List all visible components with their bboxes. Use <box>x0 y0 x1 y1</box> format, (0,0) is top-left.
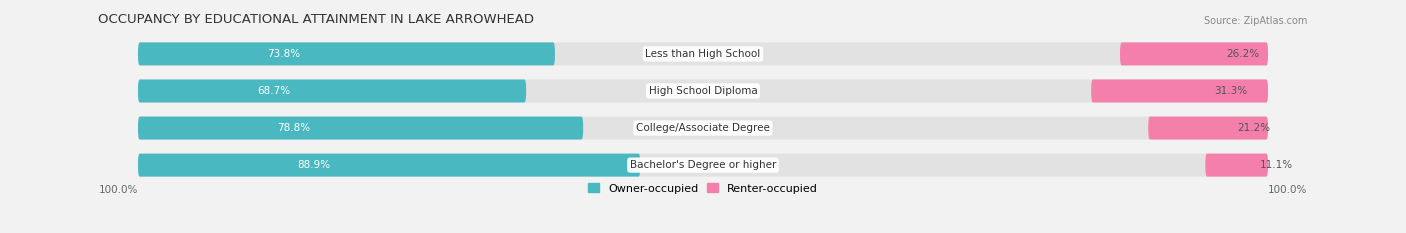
FancyBboxPatch shape <box>1149 116 1268 140</box>
Text: Less than High School: Less than High School <box>645 49 761 59</box>
Text: Source: ZipAtlas.com: Source: ZipAtlas.com <box>1204 16 1308 26</box>
Text: 73.8%: 73.8% <box>267 49 301 59</box>
Text: 11.1%: 11.1% <box>1260 160 1294 170</box>
FancyBboxPatch shape <box>1091 79 1268 103</box>
Text: 26.2%: 26.2% <box>1226 49 1258 59</box>
Text: 78.8%: 78.8% <box>277 123 311 133</box>
FancyBboxPatch shape <box>1205 154 1268 177</box>
Text: College/Associate Degree: College/Associate Degree <box>636 123 770 133</box>
Text: 100.0%: 100.0% <box>1268 185 1308 195</box>
Text: 100.0%: 100.0% <box>98 185 138 195</box>
FancyBboxPatch shape <box>138 116 1268 140</box>
FancyBboxPatch shape <box>138 154 640 177</box>
FancyBboxPatch shape <box>1121 42 1268 65</box>
FancyBboxPatch shape <box>138 42 555 65</box>
Text: OCCUPANCY BY EDUCATIONAL ATTAINMENT IN LAKE ARROWHEAD: OCCUPANCY BY EDUCATIONAL ATTAINMENT IN L… <box>98 13 534 26</box>
Legend: Owner-occupied, Renter-occupied: Owner-occupied, Renter-occupied <box>588 183 818 194</box>
Text: 21.2%: 21.2% <box>1237 123 1270 133</box>
FancyBboxPatch shape <box>138 154 1268 177</box>
Text: 31.3%: 31.3% <box>1215 86 1247 96</box>
FancyBboxPatch shape <box>138 42 1268 65</box>
Text: 88.9%: 88.9% <box>297 160 330 170</box>
FancyBboxPatch shape <box>138 116 583 140</box>
Text: High School Diploma: High School Diploma <box>648 86 758 96</box>
FancyBboxPatch shape <box>138 79 1268 103</box>
Text: 68.7%: 68.7% <box>257 86 291 96</box>
FancyBboxPatch shape <box>138 79 526 103</box>
Text: Bachelor's Degree or higher: Bachelor's Degree or higher <box>630 160 776 170</box>
